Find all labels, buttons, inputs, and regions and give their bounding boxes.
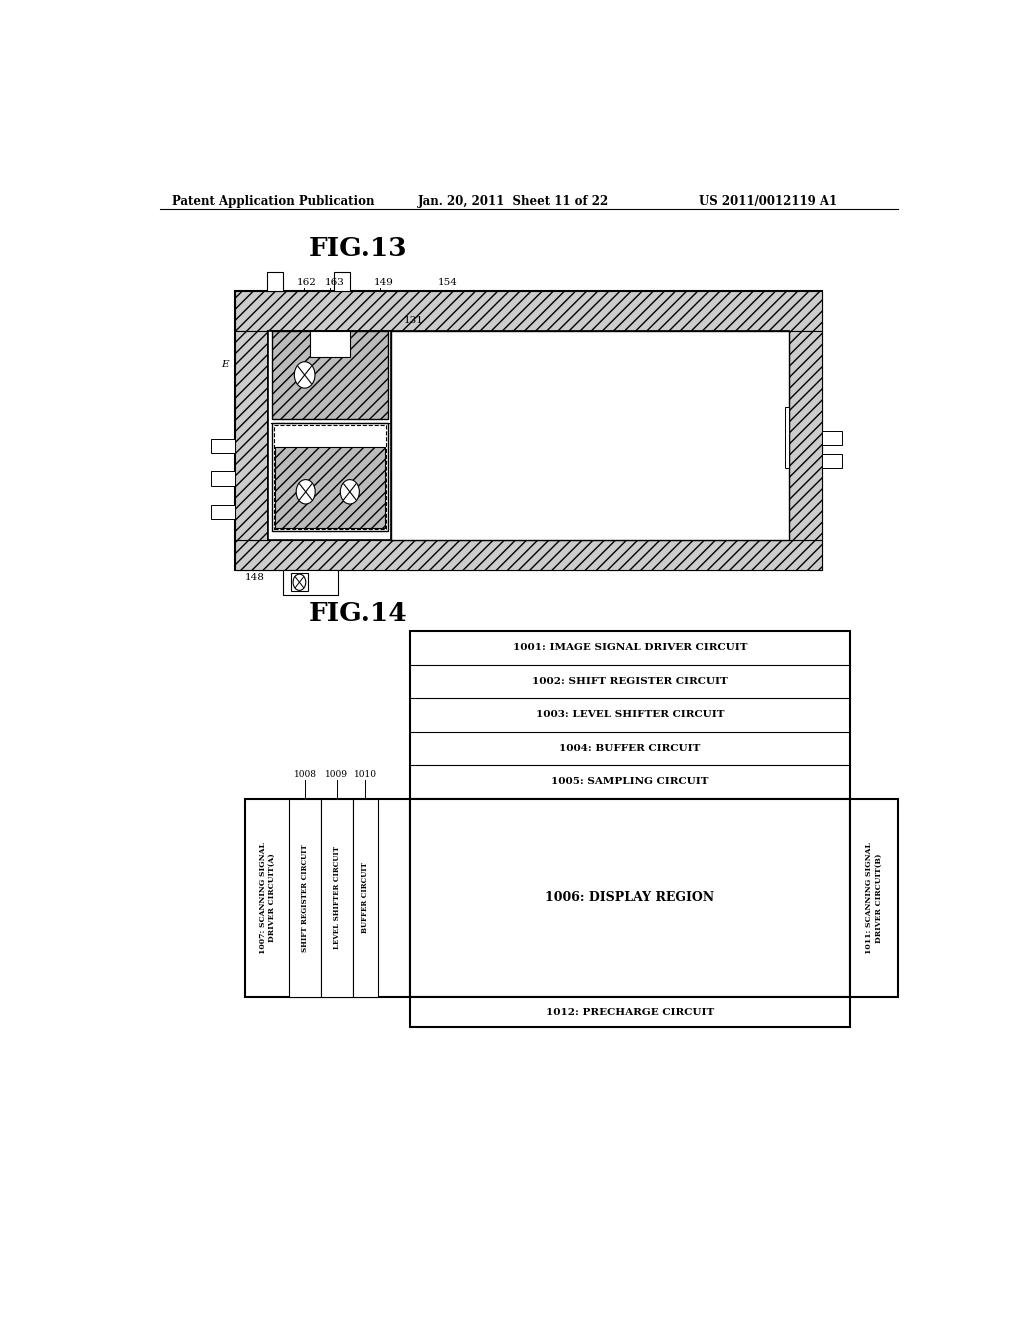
Text: US 2011/0012119 A1: US 2011/0012119 A1 — [699, 195, 838, 209]
Bar — [822, 430, 842, 445]
Text: 161: 161 — [549, 352, 568, 362]
Text: 1009: 1009 — [326, 771, 348, 779]
Text: 164: 164 — [285, 409, 304, 418]
Bar — [410, 631, 850, 799]
Text: FIG.13: FIG.13 — [309, 236, 408, 260]
Bar — [850, 799, 898, 997]
Bar — [268, 331, 790, 540]
Text: 1011: SCANNING SIGNAL
DRIVER CIRCUIT(B): 1011: SCANNING SIGNAL DRIVER CIRCUIT(B) — [865, 842, 883, 954]
Text: Patent Application Publication: Patent Application Publication — [172, 195, 374, 209]
Text: 165: 165 — [397, 391, 418, 400]
Text: LEVEL SHIFTER CIRCUIT: LEVEL SHIFTER CIRCUIT — [333, 846, 341, 949]
Text: 148: 148 — [245, 573, 264, 582]
Bar — [785, 408, 790, 469]
Text: 158: 158 — [306, 412, 327, 421]
Bar — [211, 440, 236, 453]
Bar — [334, 272, 350, 290]
Bar — [211, 506, 236, 519]
Bar — [268, 331, 391, 540]
Bar — [267, 272, 283, 290]
Text: 1005: SAMPLING CIRCUIT: 1005: SAMPLING CIRCUIT — [551, 777, 709, 787]
Text: 154: 154 — [437, 279, 458, 288]
Text: SHIFT REGISTER CIRCUIT: SHIFT REGISTER CIRCUIT — [301, 843, 309, 952]
Text: 131: 131 — [403, 315, 423, 325]
Text: 1001: IMAGE SIGNAL DRIVER CIRCUIT: 1001: IMAGE SIGNAL DRIVER CIRCUIT — [513, 643, 748, 652]
Bar — [272, 331, 387, 418]
Bar — [274, 425, 386, 529]
Text: Jan. 20, 2011  Sheet 11 of 22: Jan. 20, 2011 Sheet 11 of 22 — [418, 195, 609, 209]
Bar — [352, 799, 378, 997]
Text: 1008: 1008 — [294, 771, 316, 779]
Bar — [272, 424, 387, 532]
Bar — [790, 331, 822, 540]
Bar — [289, 799, 321, 997]
Bar — [283, 570, 338, 595]
Text: 149: 149 — [374, 279, 394, 288]
Text: 1012: PRECHARGE CIRCUIT: 1012: PRECHARGE CIRCUIT — [546, 1007, 714, 1016]
Text: 1010: 1010 — [353, 771, 377, 779]
Text: 1003: LEVEL SHIFTER CIRCUIT: 1003: LEVEL SHIFTER CIRCUIT — [536, 710, 724, 719]
Text: E': E' — [397, 378, 409, 387]
Bar — [236, 331, 268, 540]
Bar — [391, 331, 790, 540]
Text: 1004: BUFFER CIRCUIT: 1004: BUFFER CIRCUIT — [559, 744, 700, 752]
Text: 1007: SCANNING SIGNAL
DRIVER CIRCUIT(A): 1007: SCANNING SIGNAL DRIVER CIRCUIT(A) — [259, 842, 275, 954]
Bar — [236, 540, 822, 570]
Bar — [246, 799, 410, 997]
Bar — [236, 290, 822, 570]
Bar — [410, 997, 850, 1027]
Bar — [410, 799, 850, 997]
Text: BUFFER CIRCUIT: BUFFER CIRCUIT — [361, 862, 370, 933]
Circle shape — [340, 479, 359, 504]
Bar — [211, 471, 236, 486]
Text: 162: 162 — [297, 279, 316, 288]
Text: 163: 163 — [325, 279, 345, 288]
Bar — [236, 290, 822, 331]
Text: FIG.14: FIG.14 — [309, 601, 408, 626]
Text: 132: 132 — [397, 412, 418, 421]
Circle shape — [293, 574, 306, 590]
Text: E: E — [221, 360, 229, 370]
Text: 205: 205 — [388, 333, 409, 342]
Bar — [321, 799, 352, 997]
Bar — [310, 331, 350, 358]
Circle shape — [294, 362, 315, 388]
Circle shape — [296, 479, 315, 504]
Bar — [291, 573, 308, 591]
Text: 1002: SHIFT REGISTER CIRCUIT: 1002: SHIFT REGISTER CIRCUIT — [532, 677, 728, 686]
Bar — [274, 447, 385, 528]
Text: 1006: DISPLAY REGION: 1006: DISPLAY REGION — [546, 891, 715, 904]
Bar — [822, 454, 842, 469]
